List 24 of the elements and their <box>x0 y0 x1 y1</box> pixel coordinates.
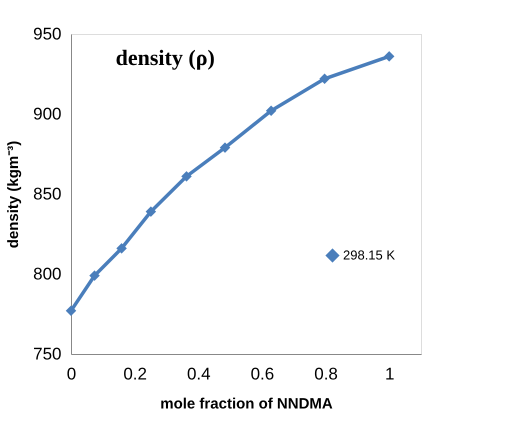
y-tick-label: 800 <box>33 264 62 284</box>
point <box>319 74 330 84</box>
point <box>384 51 394 62</box>
point <box>220 142 230 153</box>
y-axis-title: density (kgm⁻³) <box>5 140 22 248</box>
x-axis-title: mole fraction of NNDMA <box>160 396 333 412</box>
x-tick-label: 0 <box>66 364 76 384</box>
point <box>266 106 276 116</box>
y-tick-label: 950 <box>33 24 62 44</box>
x-tick-label: 1 <box>384 364 394 384</box>
point <box>181 171 192 182</box>
x-tick-label: 0.8 <box>314 364 338 384</box>
point <box>66 306 76 316</box>
point <box>89 270 100 281</box>
y-tick-label: 750 <box>33 344 62 364</box>
point <box>146 206 156 217</box>
y-tick-label: 900 <box>33 104 62 124</box>
y-tick-label: 850 <box>33 184 62 204</box>
legend-label: 298.15 K <box>343 248 396 262</box>
x-tick-label: 0.2 <box>123 364 147 384</box>
text: density (ρ) <box>116 45 215 70</box>
point <box>116 243 127 254</box>
x-tick-label: 0.4 <box>186 364 211 384</box>
x-tick-label: 0.6 <box>250 364 274 384</box>
